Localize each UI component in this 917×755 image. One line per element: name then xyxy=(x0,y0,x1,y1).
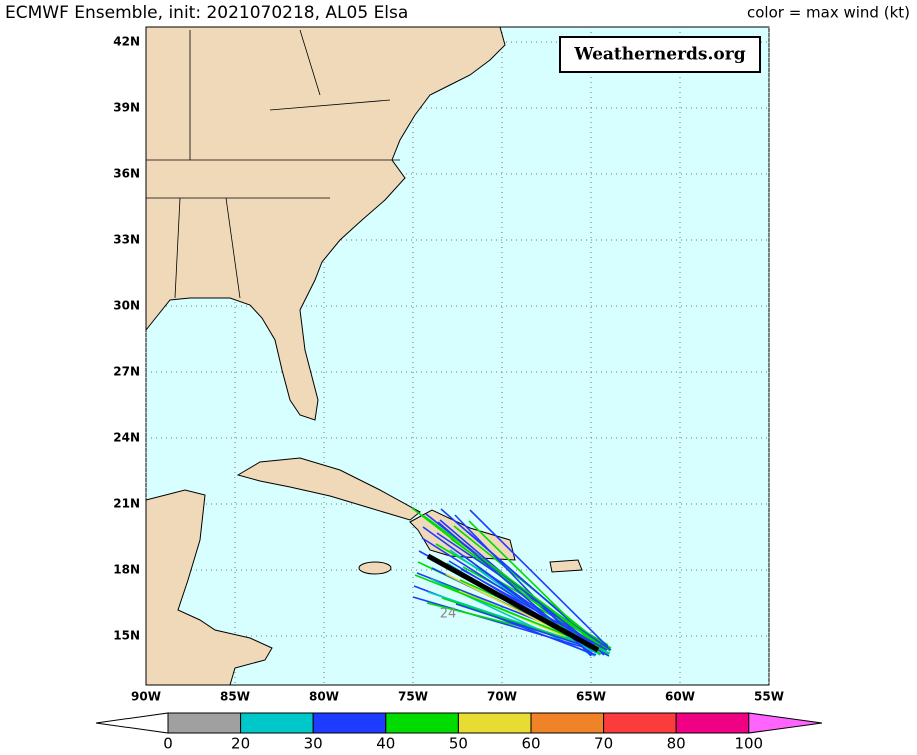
colorbar-segment xyxy=(385,712,459,734)
lat-label: 39N xyxy=(113,101,140,115)
lon-label: 80W xyxy=(309,690,339,704)
lat-label: 18N xyxy=(113,563,140,577)
track xyxy=(412,596,594,651)
cuba xyxy=(236,457,421,521)
track xyxy=(469,509,609,648)
track xyxy=(455,603,595,650)
lat-label: 33N xyxy=(113,233,140,247)
watermark-box xyxy=(559,36,761,73)
colorbar-segment xyxy=(312,712,387,734)
colorbar-label: 20 xyxy=(231,735,250,753)
lat-label: 42N xyxy=(113,35,140,49)
state-borders xyxy=(146,29,400,299)
lat-label: 21N xyxy=(113,497,140,511)
lat-label: 30N xyxy=(113,299,140,313)
colorbar-label: 50 xyxy=(449,735,468,753)
colorbar-label: 100 xyxy=(734,735,763,753)
lon-label: 70W xyxy=(487,690,517,704)
jamaica xyxy=(358,561,392,575)
colorbar-segment xyxy=(240,712,314,734)
track xyxy=(423,515,601,646)
lon-label: 90W xyxy=(131,690,161,704)
colorbar-segment xyxy=(457,712,532,734)
colorbar-label: 80 xyxy=(667,735,686,753)
colorbar-label: 40 xyxy=(376,735,395,753)
colorbar-segment xyxy=(530,712,605,734)
mean-track xyxy=(426,553,600,653)
lat-label: 36N xyxy=(113,167,140,181)
lat-label: 24N xyxy=(113,431,140,445)
track xyxy=(460,568,608,651)
title: ECMWF Ensemble, init: 2021070218, AL05 E… xyxy=(5,3,408,23)
lon-label: 85W xyxy=(220,690,250,704)
puerto-rico xyxy=(549,559,583,573)
lon-label: 75W xyxy=(398,690,428,704)
watermark: Weathernerds.org xyxy=(573,45,745,65)
lat-label: 27N xyxy=(113,365,140,379)
colorbar-label: 60 xyxy=(521,735,540,753)
colorbar-low xyxy=(95,712,169,734)
colorbar-segment xyxy=(603,712,677,734)
lon-label: 60W xyxy=(665,690,695,704)
colorbar-high xyxy=(748,712,823,734)
land xyxy=(145,26,583,686)
central-america xyxy=(145,489,273,686)
lat-label: 15N xyxy=(113,629,140,643)
north-america xyxy=(145,26,506,421)
track-label: 24 xyxy=(440,607,457,622)
colorbar-label: 30 xyxy=(304,735,323,753)
colorbar xyxy=(95,712,823,734)
colorbar-segment xyxy=(675,712,750,734)
lon-label: 55W xyxy=(754,690,784,704)
colorbar-label: 0 xyxy=(163,735,173,753)
lon-label: 65W xyxy=(576,690,606,704)
legend-note: color = max wind (kt) xyxy=(747,4,910,22)
ensemble-tracks xyxy=(411,507,612,657)
colorbar-segment xyxy=(167,712,242,734)
colorbar-label: 70 xyxy=(594,735,613,753)
